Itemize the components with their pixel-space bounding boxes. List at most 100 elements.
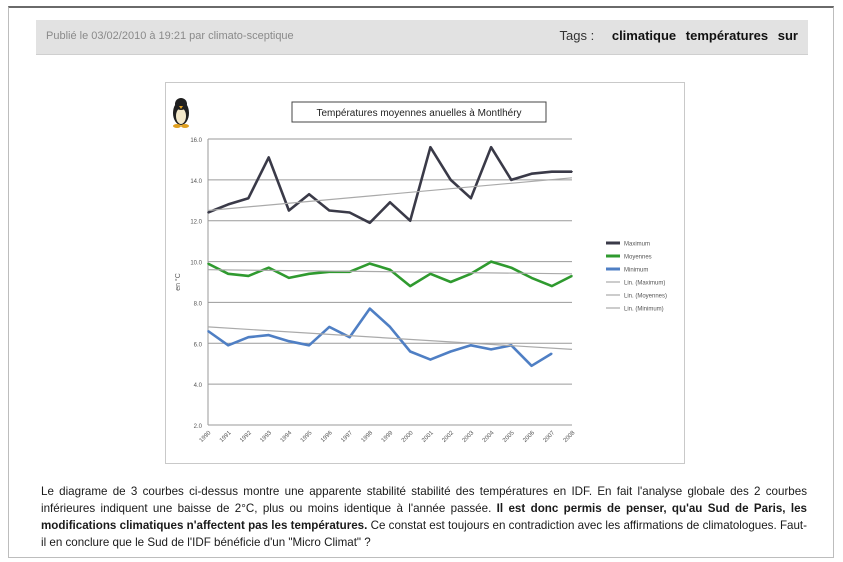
- data-point: [389, 268, 391, 271]
- y-tick-label: 6.0: [194, 342, 203, 348]
- data-point: [470, 273, 472, 275]
- data-point: [530, 364, 533, 367]
- series-line-minimum: [207, 307, 553, 368]
- data-point: [227, 203, 230, 206]
- series-line-moyennes: [207, 260, 573, 288]
- data-point: [470, 197, 472, 200]
- data-point: [368, 262, 371, 265]
- tags-label: Tags :: [559, 28, 595, 43]
- data-point: [368, 221, 371, 224]
- data-point: [449, 179, 452, 181]
- x-tick-label: 2002: [441, 430, 455, 444]
- tag-link-climatique[interactable]: climatique: [611, 28, 677, 43]
- x-tick-label: 2004: [482, 430, 496, 444]
- y-tick-label: 2.0: [194, 424, 203, 430]
- tag-link-temperatures[interactable]: températures: [685, 28, 769, 43]
- y-axis-label: en °C: [174, 273, 182, 291]
- data-point: [429, 358, 432, 361]
- data-point: [409, 219, 412, 222]
- data-point: [530, 277, 533, 279]
- data-point: [571, 170, 573, 173]
- series-line-lin-moyennes: [207, 269, 573, 275]
- data-point: [267, 156, 270, 159]
- post-meta-bar: Publié le 03/02/2010 à 19:21 par climato…: [36, 20, 808, 55]
- x-tick-label: 1998: [361, 430, 375, 444]
- y-tick-label: 12.0: [190, 220, 202, 226]
- x-tick-label: 1990: [199, 430, 213, 444]
- legend-label: Lin. (Minimum): [624, 307, 664, 313]
- post-tags: Tags : climatique températures sur: [560, 28, 798, 43]
- x-tick-label: 1997: [340, 430, 354, 444]
- data-point: [267, 334, 270, 336]
- x-tick-label: 2000: [401, 430, 415, 444]
- data-point: [530, 172, 533, 175]
- data-point: [308, 193, 310, 195]
- data-point: [308, 273, 310, 275]
- data-point: [429, 146, 432, 148]
- data-point: [308, 344, 310, 347]
- data-point: [490, 348, 492, 351]
- data-point: [449, 350, 452, 353]
- penguin-mascot-icon: [173, 98, 189, 128]
- post-body-text: Le diagrame de 3 courbes ci-dessus montr…: [41, 483, 807, 551]
- data-point: [247, 275, 250, 277]
- y-tick-label: 16.0: [190, 138, 202, 144]
- x-tick-label: 1993: [259, 430, 273, 444]
- x-tick-label: 2007: [543, 430, 557, 444]
- chart-image: Températures moyennes anuelles à Montlhé…: [165, 82, 685, 464]
- legend-label: Moyennes: [624, 255, 652, 261]
- data-point: [227, 344, 230, 347]
- y-tick-label: 10.0: [190, 261, 202, 267]
- data-point: [470, 344, 472, 347]
- legend-label: Minimum: [624, 268, 648, 274]
- data-point: [328, 326, 331, 328]
- data-point: [247, 336, 250, 338]
- data-point: [389, 201, 391, 204]
- data-point: [207, 262, 209, 265]
- data-point: [409, 285, 412, 287]
- data-point: [328, 209, 331, 212]
- data-point: [490, 260, 492, 263]
- data-point: [267, 266, 270, 269]
- legend-label: Lin. (Maximum): [624, 281, 665, 287]
- x-tick-label: 1999: [381, 430, 395, 444]
- data-point: [288, 277, 290, 279]
- data-point: [409, 350, 412, 353]
- post-date-author: Publié le 03/02/2010 à 19:21 par climato…: [46, 30, 294, 42]
- caption-part-2: Ce constat est toujours en contradiction…: [41, 519, 808, 549]
- data-point: [510, 266, 513, 269]
- data-point: [389, 326, 391, 328]
- caption-bold-statement: Il est donc permis de penser, qu'au Sud …: [41, 502, 807, 532]
- x-tick-label: 2001: [421, 430, 435, 444]
- data-point: [207, 330, 209, 332]
- data-point: [348, 211, 351, 214]
- data-point: [247, 197, 250, 200]
- data-point: [449, 281, 452, 283]
- x-tick-label: 2005: [502, 430, 516, 444]
- x-tick-label: 1992: [239, 430, 253, 444]
- data-point: [429, 273, 432, 275]
- data-point: [571, 275, 573, 277]
- x-tick-label: 2006: [522, 430, 536, 444]
- chart-title-box: Températures moyennes anuelles à Montlhé…: [291, 101, 547, 123]
- data-point: [288, 209, 290, 212]
- x-tick-label: 2008: [563, 430, 577, 444]
- series-line-lin-maximum: [207, 177, 573, 212]
- y-tick-label: 14.0: [190, 179, 202, 185]
- x-tick-label: 1996: [320, 430, 334, 444]
- chart-title: Températures moyennes anuelles à Montlhé…: [316, 108, 521, 119]
- caption-part-1: Le diagrame de 3 courbes ci-dessus montr…: [41, 485, 807, 515]
- series-line-maximum: [207, 145, 572, 225]
- y-tick-label: 4.0: [194, 383, 203, 389]
- data-point: [348, 336, 351, 338]
- x-tick-label: 1994: [280, 430, 294, 444]
- data-point: [288, 340, 290, 343]
- data-point: [550, 285, 553, 287]
- x-tick-label: 1991: [219, 430, 233, 444]
- tag-link-sur[interactable]: sur: [777, 28, 798, 43]
- data-point: [490, 146, 492, 148]
- data-point: [207, 211, 209, 214]
- x-tick-label: 2003: [462, 430, 476, 444]
- data-point: [227, 273, 230, 275]
- legend-label: Lin. (Moyennes): [624, 294, 667, 300]
